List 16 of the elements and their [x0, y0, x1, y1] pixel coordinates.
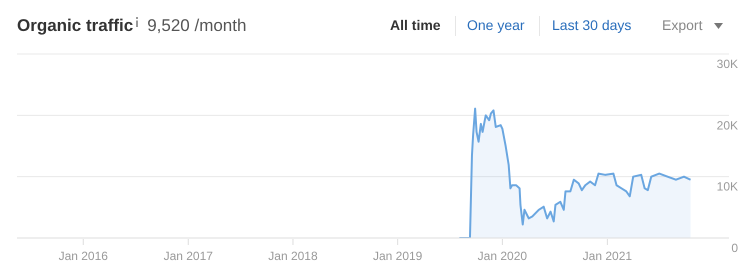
- y-tick-label: 20K: [716, 118, 738, 132]
- text: All time: [390, 17, 441, 33]
- x-tick-label: Jan 2018: [268, 249, 318, 263]
- x-tick-label: Jan 2020: [478, 249, 528, 263]
- x-tick-label: Jan 2021: [582, 249, 632, 263]
- y-tick-label: 0: [731, 241, 738, 255]
- text: One year: [467, 17, 525, 33]
- text: Last 30 days: [552, 17, 632, 33]
- x-tick-label: Jan 2016: [58, 249, 108, 263]
- x-tick-label: Jan 2019: [372, 249, 423, 263]
- chart-subtitle: 9,520 /month: [147, 16, 246, 36]
- y-tick-label: 30K: [716, 57, 738, 71]
- text: Export: [662, 17, 702, 33]
- chart-title: Organic traffic: [17, 16, 134, 36]
- x-tick-label: Jan 2017: [164, 249, 214, 263]
- y-tick-label: 10K: [716, 180, 738, 194]
